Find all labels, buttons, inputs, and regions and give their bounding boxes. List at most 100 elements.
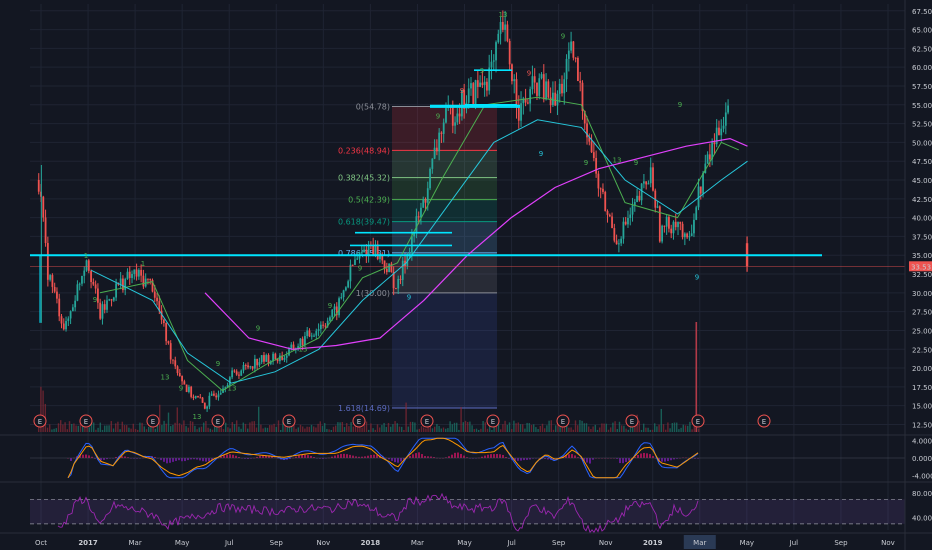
time-axis-label: 2019: [643, 539, 663, 547]
fib-label-1.618: 1.618(14.69): [338, 404, 390, 413]
volume-bar: [315, 427, 317, 432]
volume-bar: [396, 423, 398, 432]
earnings-marker[interactable]: E: [79, 414, 93, 428]
candle-body: [681, 223, 684, 238]
time-axis[interactable]: Oct 2017 Mar May Jul Sep Nov 2018 Mar May Jul Sep No…: [0, 532, 932, 549]
earnings-marker[interactable]: E: [282, 414, 296, 428]
macd-histogram-bar: [427, 456, 429, 458]
candle-body: [60, 316, 63, 324]
time-axis-highlight[interactable]: [683, 535, 716, 549]
volume-bar: [350, 422, 352, 432]
candle-body: [588, 137, 591, 142]
volume-bar: [434, 426, 436, 432]
candle-body: [629, 214, 632, 218]
price-tag[interactable]: [909, 261, 932, 272]
volume-bar: [537, 429, 539, 432]
candle-body: [713, 142, 716, 145]
macd-histogram-bar: [349, 454, 351, 458]
candle-body: [586, 123, 588, 138]
candle-body: [622, 221, 625, 239]
macd-histogram-bar: [391, 458, 393, 461]
candle-body: [306, 330, 309, 337]
candle-body: [53, 286, 56, 292]
candle-body: [92, 281, 95, 285]
earnings-marker[interactable]: E: [211, 414, 225, 428]
candle-body: [702, 173, 704, 194]
volume-bar: [682, 424, 684, 432]
earnings-marker[interactable]: E: [352, 414, 366, 428]
candle-body: [470, 83, 472, 89]
candle-body: [517, 106, 520, 121]
time-axis-label: May: [740, 539, 754, 547]
candle-body: [49, 275, 52, 280]
candle-body: [351, 264, 354, 266]
macd-histogram-bar: [313, 457, 315, 458]
volume-bar: [205, 420, 207, 432]
macd-histogram-bar: [355, 456, 357, 458]
volume-bar: [77, 425, 79, 432]
macd-histogram-bar: [220, 456, 222, 458]
candle-body: [376, 244, 379, 260]
candle-body: [115, 283, 117, 298]
candle-body: [231, 370, 234, 378]
volume-bar: [502, 424, 504, 432]
time-axis-label: Jul: [506, 539, 516, 547]
candle-body: [363, 249, 365, 253]
candle-body: [169, 343, 172, 360]
macd-histogram-bar: [100, 458, 102, 461]
candle-body: [720, 128, 723, 136]
candlesticks[interactable]: [37, 10, 749, 412]
volume-bar: [394, 421, 396, 432]
macd-histogram-bar: [667, 458, 669, 462]
volume-bar: [623, 425, 625, 432]
earnings-marker[interactable]: E: [556, 414, 570, 428]
volume-bar: [440, 428, 442, 432]
volume-bar: [409, 421, 412, 432]
macd-histogram-bar: [340, 453, 342, 458]
sequential-count-label: 1: [84, 252, 88, 260]
volume-bar: [383, 422, 385, 432]
volume-bar: [251, 421, 253, 432]
earnings-marker[interactable]: E: [33, 414, 47, 428]
candle-body: [567, 50, 570, 59]
volume-bar: [392, 424, 394, 432]
candle-body: [347, 281, 350, 288]
volume-bar: [99, 422, 101, 432]
annotations[interactable]: 1 9 13 9 13 9 13 9 1 13 9 9 9 9 9 13 9 9 9 9 13 9 9 9 9 33.53: [30, 11, 932, 421]
macd-histogram-bar: [556, 458, 558, 459]
volume-bars: [38, 322, 700, 432]
macd-histogram-bar: [640, 453, 642, 458]
earnings-marker[interactable]: E: [625, 414, 639, 428]
volume-bar: [117, 421, 119, 432]
volume-bar: [86, 427, 88, 432]
candle-body: [649, 167, 652, 184]
candle-body: [515, 79, 518, 107]
earnings-marker[interactable]: E: [691, 414, 705, 428]
sequential-count-label: 13: [161, 373, 170, 381]
candle-body: [208, 395, 211, 407]
volume-bar: [310, 424, 313, 432]
price-axis[interactable]: 67.50 65.00 62.50 60.00 57.50 55.00 52.50 50.00…: [904, 0, 932, 550]
candle-body: [545, 81, 547, 100]
macd-histogram-bar: [358, 456, 360, 458]
earnings-circle: [352, 414, 366, 428]
candle-body: [683, 233, 686, 238]
candle-body: [501, 21, 504, 30]
candle-body: [149, 278, 152, 280]
candle-body: [497, 33, 500, 43]
earnings-marker[interactable]: E: [486, 414, 500, 428]
candle-body: [617, 243, 620, 245]
candle-body: [235, 371, 238, 375]
earnings-marker[interactable]: E: [146, 414, 160, 428]
earnings-marker[interactable]: E: [420, 414, 434, 428]
candle-body: [90, 270, 92, 282]
volume-bar: [530, 424, 533, 432]
volume-bar: [687, 425, 689, 432]
candle-body: [513, 79, 516, 82]
sequential-count-label: 9: [358, 264, 362, 272]
earnings-marker[interactable]: E: [757, 414, 771, 428]
